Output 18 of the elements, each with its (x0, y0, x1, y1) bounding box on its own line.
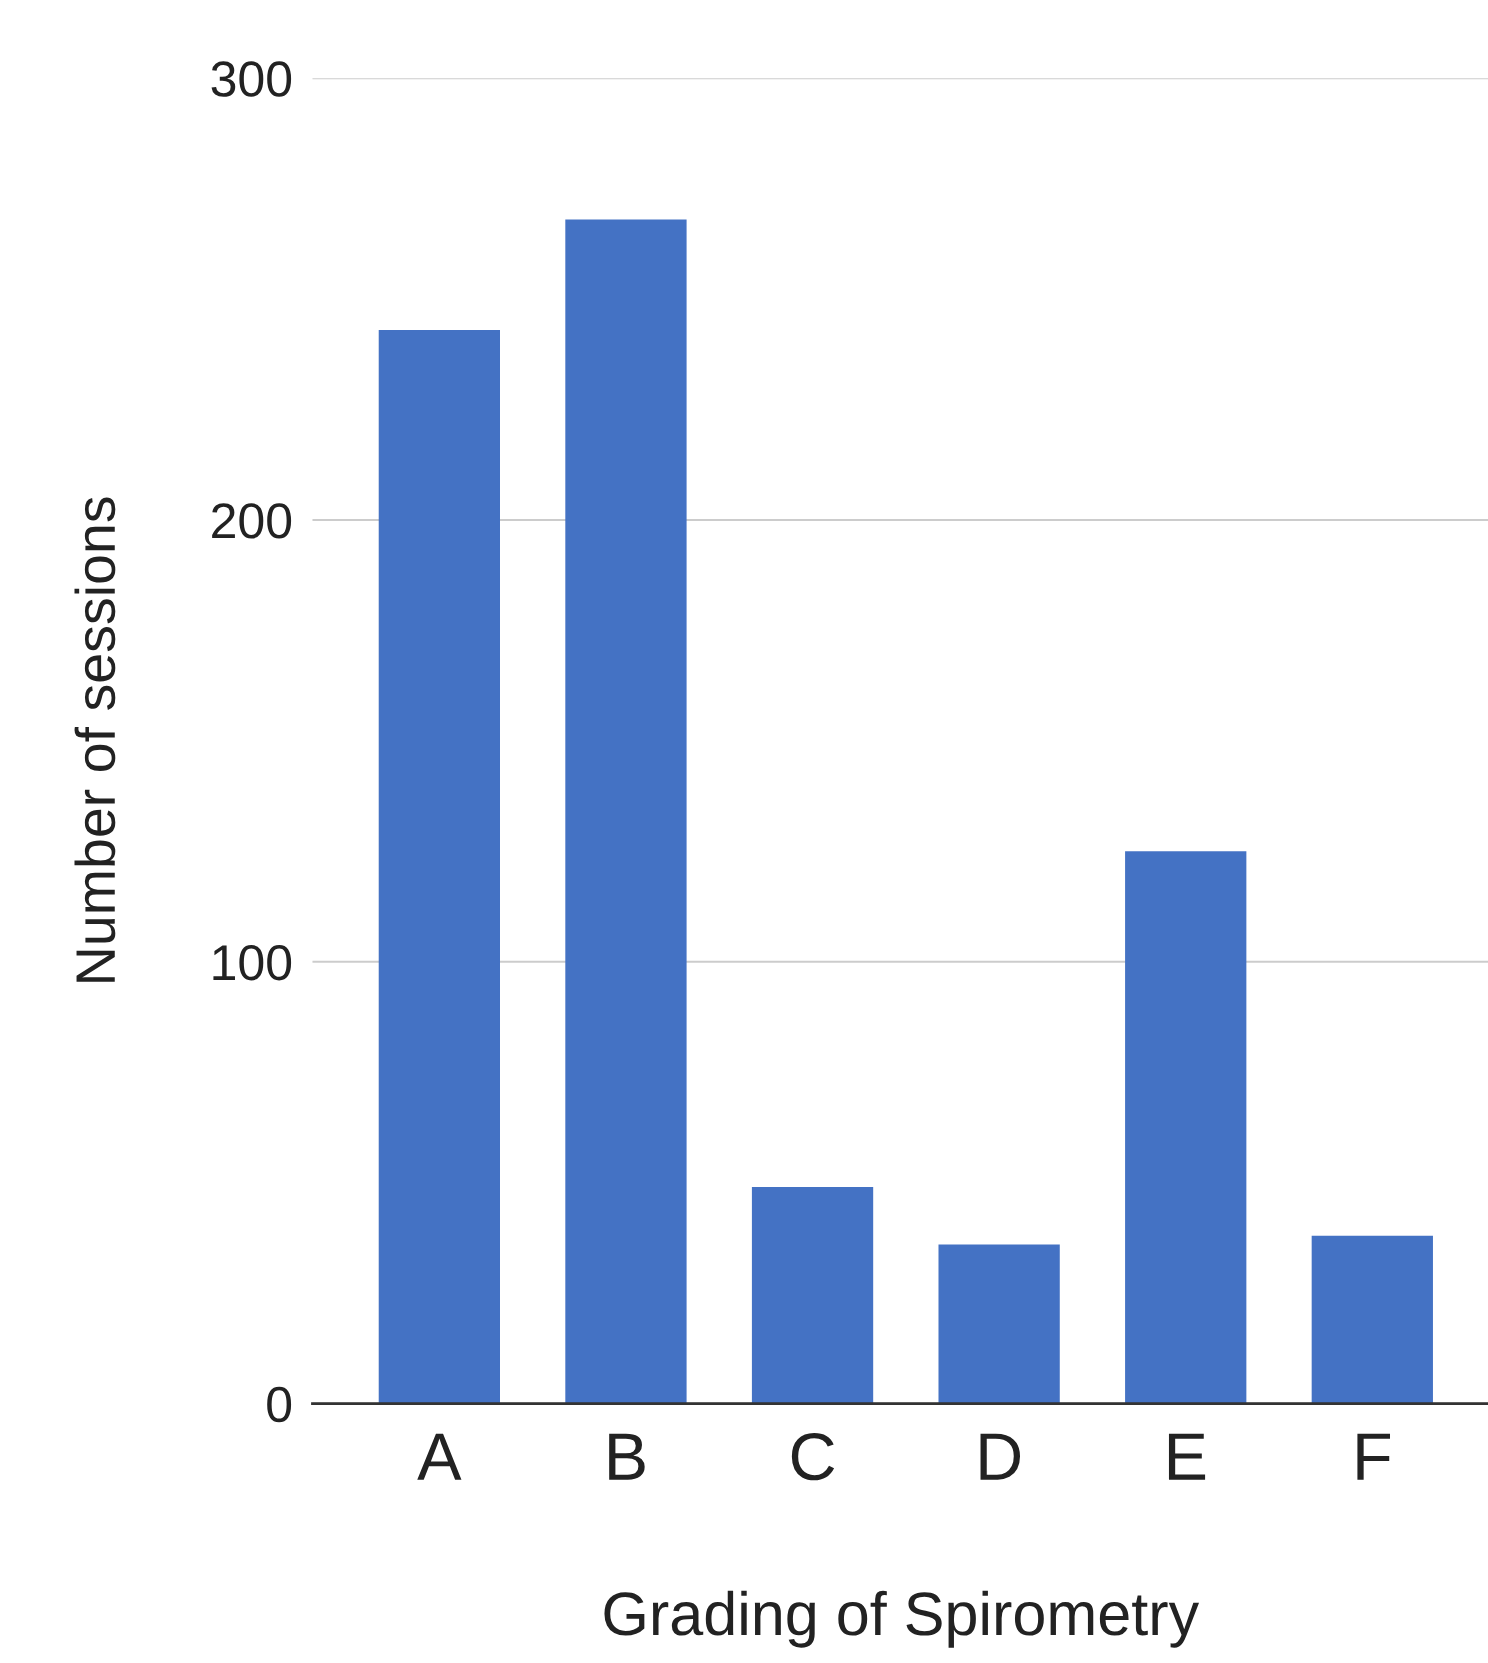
x-tick-label: F (1357, 1433, 1391, 1480)
x-tick-label: B (609, 1433, 645, 1480)
x-tick-label: C (791, 1433, 835, 1481)
bar (378, 329, 500, 1404)
y-tick-label: 100 (213, 944, 292, 981)
y-tick-label: 0 (267, 1386, 292, 1423)
bar (751, 1187, 874, 1404)
x-axis-title: Grading of Spirometry (604, 1590, 1200, 1648)
y-tick-label: 200 (212, 503, 292, 539)
y-tick-label: 300 (211, 61, 292, 97)
bar (1311, 1235, 1433, 1404)
x-tick-label: D (980, 1433, 1021, 1480)
y-axis-title: Number of sessions (74, 497, 116, 982)
bar (565, 219, 687, 1404)
x-tick-label: A (417, 1433, 462, 1480)
bar (1125, 851, 1247, 1404)
bar (938, 1244, 1060, 1404)
x-tick-label: E (1168, 1433, 1206, 1480)
